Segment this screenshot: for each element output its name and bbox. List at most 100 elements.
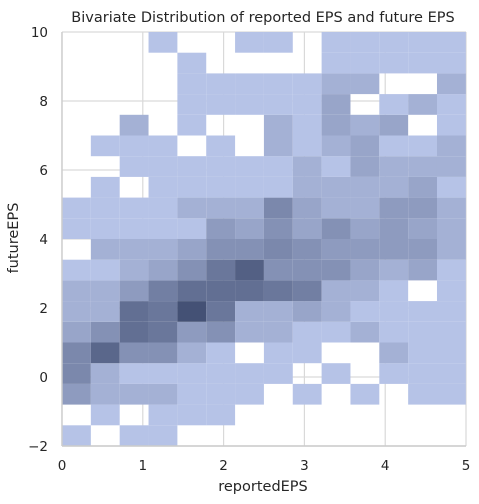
histogram-cell: [148, 32, 178, 53]
histogram-cell: [177, 342, 207, 364]
histogram-cell: [119, 218, 149, 239]
histogram-cell: [292, 114, 322, 136]
histogram-cell: [379, 176, 409, 198]
histogram-cell: [90, 197, 120, 219]
histogram-cell: [292, 94, 322, 115]
histogram-cell: [62, 301, 91, 322]
histogram-cell: [177, 94, 207, 115]
histogram-cell: [350, 218, 380, 239]
histogram-cells: [62, 32, 466, 446]
histogram-cell: [350, 259, 380, 281]
histogram-cell: [379, 135, 409, 157]
histogram-cell: [177, 218, 207, 239]
histogram-cell: [119, 135, 149, 157]
histogram-cell: [148, 301, 178, 322]
x-axis-label: reportedEPS: [218, 479, 308, 495]
histogram-cell: [177, 363, 207, 384]
histogram-cell: [90, 383, 120, 405]
histogram-cell: [235, 156, 264, 177]
histogram-cell: [379, 301, 409, 322]
y-tick-label: −2: [28, 439, 48, 455]
histogram-cell: [350, 32, 380, 53]
histogram-cell: [263, 156, 293, 177]
histogram-cell: [206, 342, 236, 364]
histogram-cell: [408, 301, 437, 322]
histogram-cell: [148, 259, 178, 281]
histogram-cell: [206, 156, 236, 177]
histogram-cell: [292, 156, 322, 177]
histogram-cell: [350, 239, 380, 260]
histogram-cell: [436, 259, 466, 281]
histogram-cell: [321, 156, 351, 177]
y-tick-label: 10: [31, 25, 48, 41]
histogram-cell: [206, 176, 236, 198]
histogram-cell: [321, 197, 351, 219]
histogram-cell: [379, 239, 409, 260]
histogram-cell: [321, 301, 351, 322]
histogram-cell: [379, 259, 409, 281]
histogram-cell: [235, 218, 264, 239]
histogram-cell: [177, 114, 207, 136]
histogram-cell: [292, 259, 322, 281]
histogram-cell: [321, 363, 351, 384]
histogram-cell: [119, 239, 149, 260]
y-axis-label: futureEPS: [6, 203, 22, 274]
histogram-cell: [379, 197, 409, 219]
histogram-cell: [148, 363, 178, 384]
histogram-cell: [436, 114, 466, 136]
histogram-cell: [436, 156, 466, 177]
histogram-cell: [177, 239, 207, 260]
histogram-cell: [263, 301, 293, 322]
histogram-cell: [90, 342, 120, 364]
histogram-cell: [379, 156, 409, 177]
histogram-cell: [292, 218, 322, 239]
histogram-cell: [148, 218, 178, 239]
histogram-cell: [235, 197, 264, 219]
histogram-cell: [148, 156, 178, 177]
histogram-cell: [62, 342, 91, 364]
histogram-cell: [148, 197, 178, 219]
histogram-cell: [292, 342, 322, 364]
x-tick-label: 3: [300, 458, 309, 474]
histogram-cell: [350, 114, 380, 136]
histogram-cell: [263, 363, 293, 384]
chart-title: Bivariate Distribution of reported EPS a…: [71, 10, 454, 26]
histogram-cell: [90, 301, 120, 322]
histogram-cell: [408, 32, 437, 53]
histogram-cell: [263, 342, 293, 364]
histogram-cell: [408, 342, 437, 364]
histogram-cell: [263, 135, 293, 157]
histogram-cell: [177, 301, 207, 322]
histogram-cell: [408, 239, 437, 260]
histogram-cell: [321, 52, 351, 74]
histogram-cell: [206, 363, 236, 384]
histogram-cell: [119, 342, 149, 364]
histogram-cell: [119, 425, 149, 446]
histogram-cell: [148, 239, 178, 260]
histogram-cell: [436, 239, 466, 260]
histogram-cell: [292, 280, 322, 302]
histogram-cell: [90, 404, 120, 426]
histogram-cell: [408, 156, 437, 177]
histogram-cell: [436, 135, 466, 157]
histogram-cell: [235, 301, 264, 322]
histogram-cell: [379, 321, 409, 343]
histogram-cell: [379, 280, 409, 302]
histogram-cell: [206, 218, 236, 239]
histogram-cell: [119, 280, 149, 302]
histogram-cell: [379, 32, 409, 53]
histogram-cell: [263, 259, 293, 281]
histogram-cell: [90, 259, 120, 281]
histogram-cell: [436, 342, 466, 364]
histogram-cell: [263, 239, 293, 260]
histogram-cell: [350, 135, 380, 157]
histogram-cell: [292, 321, 322, 343]
histogram-cell: [119, 321, 149, 343]
histogram-cell: [206, 94, 236, 115]
histogram-cell: [350, 383, 380, 405]
histogram-cell: [206, 321, 236, 343]
histogram-cell: [408, 176, 437, 198]
histogram-cell: [235, 94, 264, 115]
histogram-cell: [292, 135, 322, 157]
histogram-cell: [177, 197, 207, 219]
